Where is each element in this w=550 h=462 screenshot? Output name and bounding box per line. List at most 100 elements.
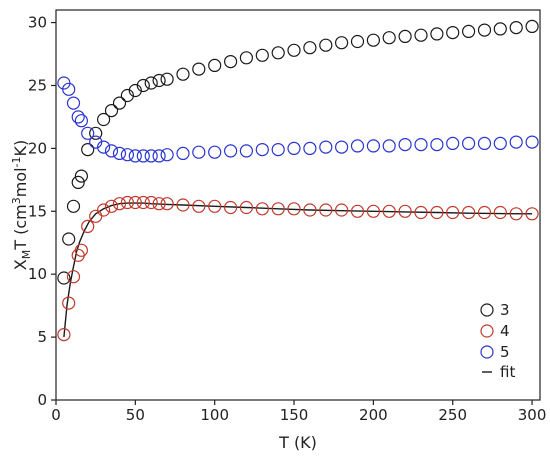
data-point-series-5: [366, 139, 380, 153]
data-point-series-4: [112, 197, 127, 211]
data-point-series-5: [112, 146, 127, 160]
data-point-series-5: [74, 114, 89, 128]
y-tick-label: 30: [28, 14, 47, 32]
data-point-series-4: [104, 199, 119, 213]
data-point-series-5: [152, 149, 166, 163]
data-point-series-4: [477, 205, 492, 220]
data-point-series-5: [335, 140, 349, 154]
data-point-series-3: [366, 33, 380, 47]
data-point-series-5: [509, 135, 523, 149]
data-point-series-3: [66, 199, 81, 213]
data-point-series-4: [509, 207, 523, 221]
data-point-series-5: [81, 126, 95, 140]
legend-label-5: 5: [500, 343, 510, 361]
data-point-series-5: [271, 143, 285, 157]
data-point-series-4: [136, 195, 150, 210]
data-point-series-4: [239, 200, 253, 215]
x-tick-label: 250: [438, 406, 467, 424]
data-point-series-5: [255, 143, 269, 157]
data-point-series-3: [136, 78, 150, 93]
data-point-series-3: [525, 19, 539, 33]
y-label-superscript-2: -1: [10, 156, 23, 167]
data-point-series-4: [152, 197, 166, 211]
data-point-series-5: [350, 139, 365, 153]
data-point-series-5: [525, 135, 539, 149]
y-tick-label: 25: [28, 76, 47, 94]
legend-label-3: 3: [500, 301, 510, 319]
data-point-series-3: [319, 38, 333, 52]
data-point-series-4: [255, 202, 269, 216]
y-axis-label: XMT (cm3mol-1K): [10, 140, 33, 270]
data-point-series-4: [120, 195, 135, 210]
data-point-series-3: [74, 169, 89, 183]
data-point-series-5: [176, 146, 190, 160]
data-point-series-3: [255, 48, 269, 62]
y-label-mid-2: mol: [11, 167, 30, 197]
data-point-series-5: [462, 136, 476, 150]
data-point-series-3: [287, 43, 301, 57]
data-point-series-4: [192, 199, 206, 213]
data-point-series-5: [287, 141, 301, 155]
data-point-series-3: [414, 28, 428, 42]
data-point-series-4: [398, 204, 412, 218]
data-point-series-5: [128, 149, 142, 163]
y-label-mid: T (cm: [11, 204, 30, 250]
data-point-series-5: [239, 144, 253, 158]
data-point-series-4: [335, 203, 349, 217]
data-point-series-3: [350, 34, 365, 49]
data-point-series-5: [414, 138, 428, 152]
data-point-series-4: [144, 195, 158, 210]
data-point-series-3: [128, 83, 142, 98]
data-point-series-4: [271, 202, 285, 216]
data-point-series-5: [319, 140, 333, 154]
data-point-series-3: [112, 96, 127, 110]
data-point-series-5: [62, 82, 76, 96]
data-point-series-4: [366, 204, 380, 218]
y-label-main: X: [11, 259, 30, 270]
data-point-series-4: [319, 203, 333, 217]
data-point-series-3: [104, 103, 119, 118]
x-tick-label: 200: [359, 406, 388, 424]
data-point-series-3: [152, 73, 166, 88]
legend-label-fit: fit: [500, 363, 515, 381]
fit-line: [63, 202, 533, 338]
legend-marker-4: [480, 324, 494, 338]
data-point-series-4: [66, 270, 81, 284]
data-point-series-3: [398, 29, 412, 44]
data-point-series-4: [446, 205, 460, 220]
data-point-series-5: [66, 96, 81, 110]
x-axis-label: T (K): [278, 433, 317, 452]
data-point-series-5: [192, 145, 206, 159]
data-point-series-5: [144, 149, 158, 163]
tick-group: 0 50 100 150 200 250 300 0 5 10 15 20 25 30: [28, 14, 546, 424]
data-point-series-5: [96, 140, 111, 154]
data-point-series-4: [414, 205, 428, 220]
data-point-series-4: [89, 209, 103, 223]
data-point-series-5: [224, 144, 238, 158]
data-point-series-5: [120, 148, 135, 162]
x-tick-label: 300: [518, 406, 547, 424]
legend: 3 4 5 fit: [480, 301, 515, 381]
data-point-series-4: [493, 205, 507, 220]
data-point-series-4: [160, 197, 174, 211]
data-point-series-5: [477, 136, 492, 150]
x-tick-label: 50: [126, 406, 145, 424]
data-point-series-4: [128, 195, 142, 210]
data-point-series-4: [525, 207, 539, 221]
data-point-series-3: [446, 25, 460, 40]
data-point-series-3: [62, 232, 76, 246]
data-point-series-3: [239, 51, 253, 65]
data-point-series-5: [136, 149, 150, 163]
data-point-series-4: [208, 199, 222, 213]
data-point-series-3: [176, 67, 190, 81]
data-point-series-3: [303, 41, 317, 55]
legend-label-4: 4: [500, 322, 510, 340]
data-point-series-5: [446, 136, 460, 150]
x-tick-label: 150: [280, 406, 309, 424]
y-tick-label: 5: [37, 328, 47, 346]
data-point-series-3: [160, 72, 174, 86]
data-point-series-3: [96, 112, 111, 127]
data-point-series-4: [430, 205, 444, 220]
data-point-series-4: [462, 205, 476, 220]
